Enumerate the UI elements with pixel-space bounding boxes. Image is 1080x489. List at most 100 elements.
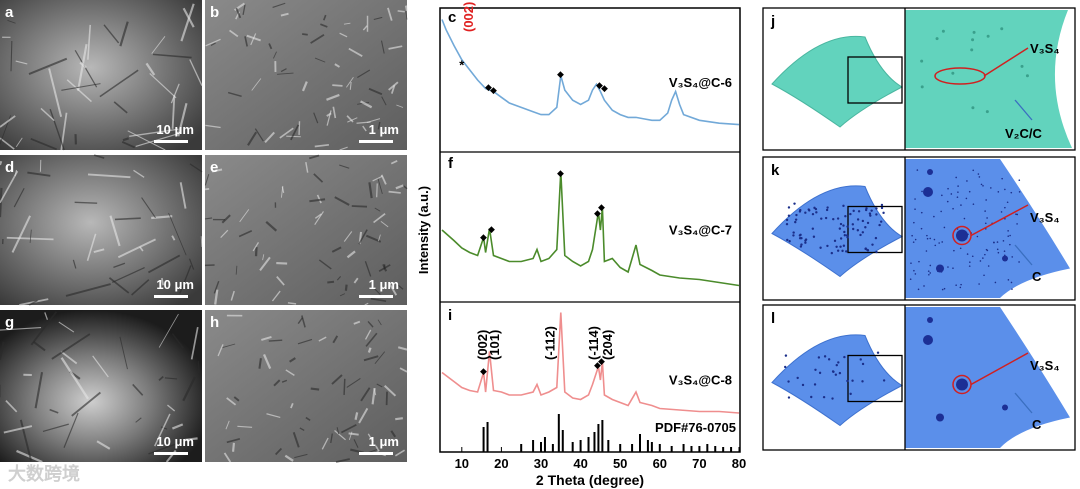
diamond: ◆ bbox=[488, 224, 495, 234]
particle bbox=[864, 208, 868, 212]
texture bbox=[388, 282, 398, 296]
particle bbox=[880, 203, 884, 207]
particle bbox=[1011, 288, 1013, 290]
texture bbox=[122, 137, 130, 142]
texture bbox=[367, 347, 372, 353]
scale-bar bbox=[359, 452, 393, 455]
particle bbox=[843, 355, 846, 359]
particle bbox=[960, 204, 962, 206]
texture bbox=[402, 184, 408, 190]
texture bbox=[239, 209, 250, 223]
texture bbox=[0, 170, 19, 204]
texture bbox=[287, 302, 297, 305]
texture bbox=[376, 383, 383, 388]
texture bbox=[314, 57, 326, 63]
texture bbox=[353, 277, 359, 284]
arrow-blue bbox=[1014, 392, 1033, 414]
particle bbox=[928, 273, 930, 276]
texture bbox=[49, 108, 65, 151]
texture bbox=[375, 445, 380, 452]
diamond: ◆ bbox=[557, 168, 564, 178]
texture bbox=[279, 127, 294, 139]
pit bbox=[935, 37, 939, 41]
particle bbox=[839, 222, 843, 226]
scale-label: 1 μm bbox=[369, 434, 399, 449]
particle bbox=[1007, 279, 1010, 281]
texture bbox=[346, 115, 354, 123]
particle bbox=[914, 273, 917, 275]
texture bbox=[405, 11, 408, 20]
particle bbox=[1004, 188, 1006, 191]
particle bbox=[845, 234, 849, 237]
texture bbox=[103, 24, 120, 44]
model-panel: j V₃S₄ V₂C/C bbox=[762, 7, 1076, 151]
texture bbox=[321, 437, 329, 450]
texture bbox=[390, 430, 397, 438]
texture bbox=[229, 29, 239, 38]
texture bbox=[381, 96, 387, 106]
particle bbox=[993, 241, 995, 244]
arrow-red bbox=[970, 352, 1029, 386]
texture bbox=[272, 2, 286, 8]
peak-markers: ◆ ◆ ◆ ◆ ◆ ◆ ◆ ◆ ◆ ◆ ◆ ◆ ◆ bbox=[480, 69, 608, 376]
particle bbox=[1009, 234, 1011, 237]
texture bbox=[204, 174, 210, 186]
particle bbox=[938, 242, 940, 244]
sem-panel: e 1 μm bbox=[204, 154, 408, 306]
sem-images: a 10 μm b 1 μm d 10 μm e 1 μm g 10 μm h 1 μm bbox=[0, 0, 409, 464]
texture bbox=[374, 351, 386, 365]
texture bbox=[299, 427, 305, 431]
texture bbox=[399, 367, 408, 373]
texture bbox=[161, 277, 165, 286]
particle bbox=[800, 243, 803, 246]
texture bbox=[171, 95, 176, 129]
particle bbox=[943, 226, 946, 229]
texture bbox=[360, 387, 371, 402]
texture bbox=[310, 387, 320, 391]
particle bbox=[927, 270, 930, 272]
texture bbox=[117, 238, 156, 259]
particle bbox=[826, 206, 829, 209]
texture bbox=[380, 40, 385, 54]
scale-label: 10 μm bbox=[156, 122, 194, 137]
texture bbox=[390, 84, 396, 94]
particle bbox=[956, 196, 959, 198]
panel-letter: a bbox=[5, 4, 14, 21]
particle bbox=[926, 237, 929, 240]
pit bbox=[1000, 27, 1004, 31]
texture bbox=[232, 442, 235, 452]
texture bbox=[302, 33, 308, 36]
particle bbox=[861, 231, 865, 234]
texture bbox=[15, 137, 23, 148]
particle bbox=[978, 176, 981, 178]
reference-stick bbox=[650, 442, 653, 452]
texture bbox=[356, 121, 371, 124]
texture bbox=[44, 312, 49, 320]
particle bbox=[1009, 243, 1011, 246]
texture bbox=[318, 336, 327, 342]
texture bbox=[99, 69, 139, 98]
particle bbox=[1018, 179, 1021, 181]
texture bbox=[343, 231, 353, 242]
particle bbox=[1006, 201, 1009, 204]
particle bbox=[799, 233, 802, 237]
particle bbox=[1018, 191, 1021, 193]
reference-stick bbox=[601, 420, 604, 452]
particle bbox=[923, 335, 933, 345]
texture bbox=[326, 112, 332, 117]
zoom-sheet bbox=[905, 10, 1072, 148]
texture bbox=[28, 57, 68, 75]
particle bbox=[968, 265, 971, 267]
particle bbox=[921, 190, 923, 193]
scale-bar bbox=[154, 140, 188, 143]
sample-label: V₃S₄@C-8 bbox=[669, 373, 732, 388]
x-tick-label: 80 bbox=[732, 456, 746, 471]
particle bbox=[1001, 177, 1003, 180]
texture bbox=[204, 217, 213, 220]
texture bbox=[258, 358, 262, 369]
particle bbox=[842, 204, 845, 208]
particle bbox=[920, 227, 923, 230]
scale-bar bbox=[154, 452, 188, 455]
particle bbox=[810, 395, 813, 399]
sample-label: V₃S₄@C-7 bbox=[669, 223, 732, 238]
